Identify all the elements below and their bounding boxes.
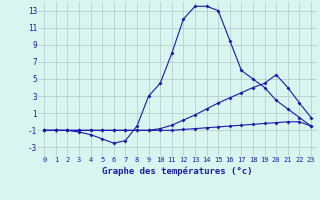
X-axis label: Graphe des températures (°c): Graphe des températures (°c) [102,166,253,176]
